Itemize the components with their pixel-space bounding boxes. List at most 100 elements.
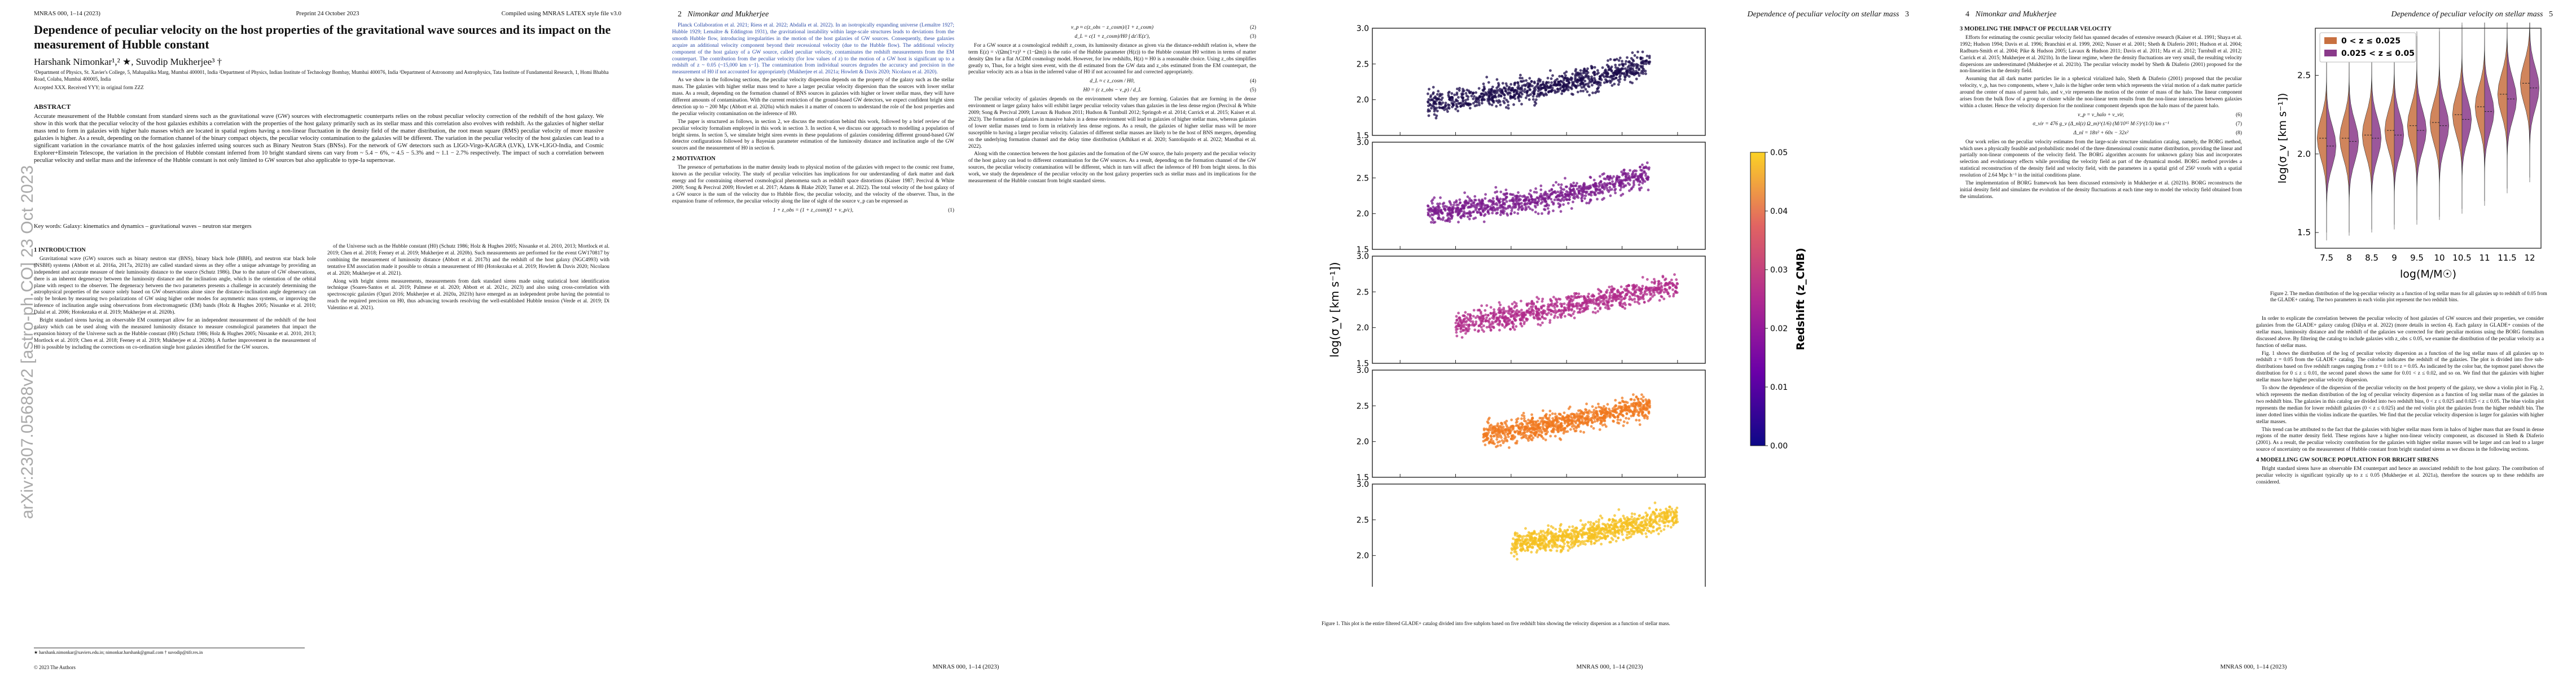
scatter-point — [1582, 527, 1585, 530]
scatter-point — [1612, 78, 1614, 81]
scatter-point — [1522, 415, 1526, 417]
scatter-point — [1593, 542, 1596, 545]
scatter-point — [1610, 65, 1613, 68]
scatter-point — [1638, 165, 1642, 169]
scatter-point — [1526, 545, 1530, 548]
scatter-point — [1630, 57, 1633, 60]
scatter-point — [1531, 95, 1535, 98]
scatter-point — [1539, 83, 1543, 87]
scatter-point — [1647, 530, 1651, 533]
scatter-point — [1432, 93, 1434, 95]
scatter-point — [1631, 298, 1634, 302]
scatter-point — [1464, 92, 1468, 95]
scatter-point — [1462, 90, 1464, 93]
scatter-point — [1494, 191, 1497, 194]
colorbar-tick-label: 0.01 — [1770, 383, 1788, 392]
scatter-point — [1588, 409, 1591, 412]
scatter-point — [1509, 313, 1513, 316]
scatter-point — [1518, 310, 1521, 313]
scatter-point — [1552, 421, 1555, 424]
scatter-point — [1624, 63, 1627, 65]
scatter-point — [1576, 182, 1578, 185]
scatter-point — [1577, 544, 1580, 547]
scatter-point — [1533, 92, 1536, 95]
scatter-point — [1589, 521, 1592, 524]
scatter-point — [1640, 186, 1643, 190]
scatter-point — [1560, 188, 1564, 191]
scatter-point — [1534, 205, 1537, 209]
scatter-point — [1642, 395, 1645, 398]
scatter-point — [1571, 525, 1574, 528]
scatter-point — [1520, 300, 1522, 302]
scatter-point — [1596, 197, 1599, 201]
scatter-point — [1438, 98, 1441, 101]
scatter-point — [1472, 201, 1475, 205]
scatter-point — [1517, 97, 1520, 100]
scatter-point — [1569, 183, 1573, 186]
scatter-point — [1594, 307, 1597, 310]
scatter-point — [1512, 90, 1516, 93]
scatter-point — [1556, 305, 1559, 308]
scatter-point — [1469, 320, 1472, 323]
scatter-point — [1568, 195, 1572, 199]
scatter-point — [1642, 516, 1644, 520]
scatter-point — [1603, 172, 1605, 175]
scatter-point — [1671, 288, 1674, 291]
scatter-point — [1634, 294, 1637, 297]
scatter-point — [1511, 207, 1514, 210]
scatter-point — [1635, 67, 1638, 70]
scatter-point — [1555, 428, 1558, 432]
scatter-point — [1544, 89, 1547, 92]
scatter-point — [1559, 544, 1562, 548]
scatter-point — [1642, 293, 1645, 297]
scatter-point — [1433, 109, 1436, 113]
scatter-point — [1533, 542, 1536, 544]
scatter-point — [1578, 76, 1581, 79]
scatter-point — [1516, 424, 1519, 427]
scatter-point — [1595, 406, 1598, 410]
y-tick-label: 3.0 — [1357, 480, 1369, 489]
scatter-point — [1469, 90, 1473, 94]
scatter-point — [1595, 187, 1598, 191]
scatter-point — [1613, 188, 1616, 192]
scatter-point — [1561, 302, 1564, 306]
scatter-point — [1517, 195, 1520, 198]
scatter-point — [1533, 80, 1536, 83]
scatter-point — [1547, 303, 1550, 306]
scatter-point — [1584, 88, 1587, 91]
scatter-point — [1617, 83, 1620, 86]
scatter-point — [1619, 419, 1622, 421]
scatter-point — [1580, 187, 1583, 191]
scatter-panel: 1.52.02.53.0 — [1357, 480, 1706, 587]
y-tick-label: 3.0 — [1357, 24, 1369, 33]
scatter-point — [1479, 207, 1482, 210]
scatter-point — [1614, 399, 1617, 402]
scatter-point — [1537, 312, 1540, 315]
scatter-point — [1569, 428, 1572, 431]
scatter-point — [1573, 424, 1576, 428]
y-tick-label: 2.0 — [1357, 210, 1369, 219]
scatter-point — [1497, 308, 1500, 311]
scatter-point — [1589, 540, 1592, 543]
scatter-point — [1519, 91, 1521, 94]
scatter-point — [1587, 521, 1590, 524]
scatter-point — [1526, 549, 1529, 552]
scatter-point — [1554, 419, 1556, 422]
x-tick-label: 9 — [2391, 253, 2397, 263]
scatter-point — [1511, 325, 1515, 328]
scatter-point — [1664, 517, 1667, 520]
scatter-point — [1662, 528, 1666, 531]
scatter-point — [1546, 534, 1549, 537]
scatter-point — [1513, 301, 1516, 304]
scatter-point — [1459, 104, 1462, 108]
scatter-point — [1627, 182, 1630, 185]
scatter-point — [1577, 71, 1579, 74]
paragraph: The paper is structured as follows, in s… — [672, 118, 954, 152]
scatter-point — [1519, 76, 1521, 80]
scatter-point — [1481, 315, 1484, 319]
scatter-point — [1652, 511, 1655, 513]
x-tick-label: 9.5 — [2410, 253, 2424, 263]
scatter-point — [1552, 296, 1555, 299]
scatter-point — [1628, 295, 1631, 298]
scatter-point — [1494, 319, 1498, 323]
